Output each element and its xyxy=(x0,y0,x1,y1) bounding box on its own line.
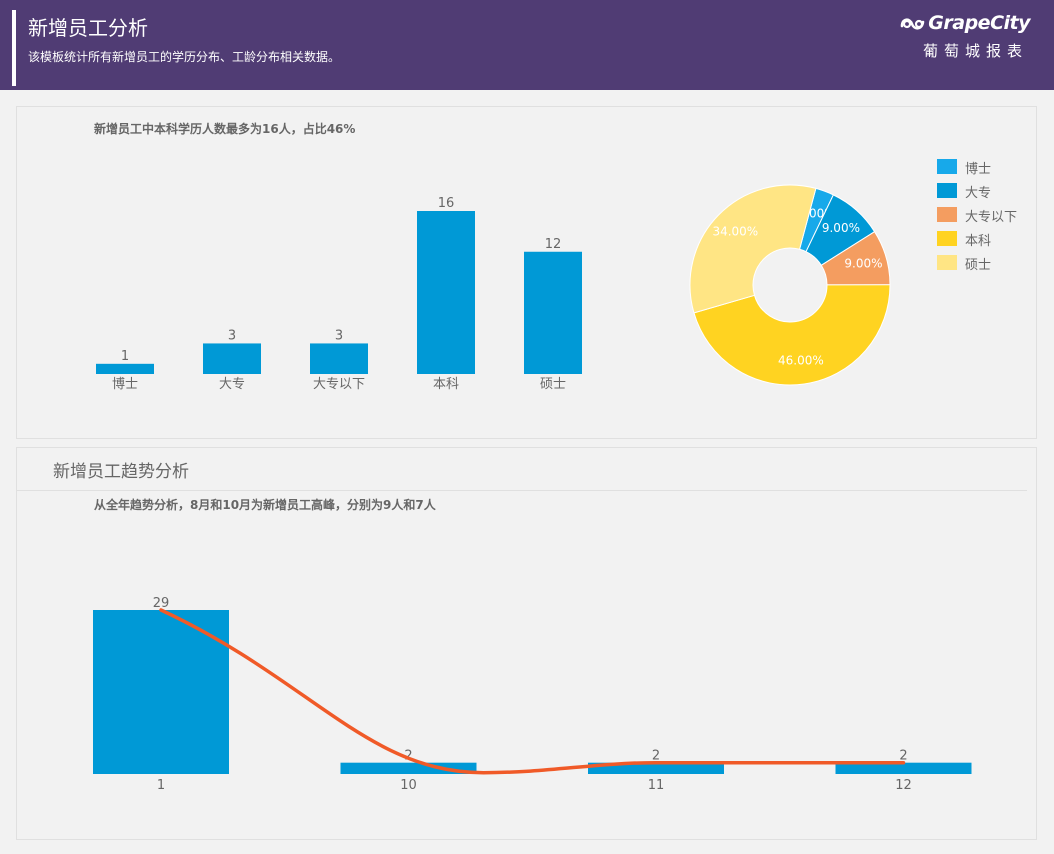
legend-item: 博士 xyxy=(937,157,1037,181)
education-note: 新增员工中本科学历人数最多为16人，占比46% xyxy=(94,122,356,136)
trend-section-title: 新增员工趋势分析 xyxy=(53,462,189,482)
section-divider xyxy=(17,490,1027,491)
legend-label: 博士 xyxy=(965,162,992,177)
education-bar xyxy=(524,251,582,374)
education-bar-value-label: 3 xyxy=(228,328,236,343)
trend-bar xyxy=(340,762,477,774)
brand-name: GrapeCity xyxy=(928,12,1030,34)
legend-swatch xyxy=(937,159,957,174)
education-bar xyxy=(310,343,368,374)
legend-label: 硕士 xyxy=(965,258,992,273)
trend-bar-value-label: 2 xyxy=(652,749,660,764)
education-category-label: 本科 xyxy=(433,377,459,392)
education-panel: 新增员工中本科学历人数最多为16人，占比46% 1 博士 3 大专 3 大专以下 16 本科 1… xyxy=(16,106,1037,439)
trend-category-label: 1 xyxy=(157,778,165,793)
education-pie-chart: 3.00%9.00%9.00%46.00%34.00% xyxy=(689,184,891,386)
legend-item: 硕士 xyxy=(937,253,1037,277)
education-pie-slice xyxy=(693,284,891,386)
education-bar-value-label: 3 xyxy=(335,328,343,343)
header-accent-bar xyxy=(12,10,16,86)
legend-swatch xyxy=(937,255,957,270)
logo: GrapeCity 葡萄城报表 xyxy=(890,12,1030,72)
legend-swatch xyxy=(937,231,957,246)
education-category-label: 博士 xyxy=(112,377,138,392)
grapecity-logo-icon xyxy=(900,18,925,30)
brand-name-cn: 葡萄城报表 xyxy=(922,42,1028,60)
education-legend: 博士大专大专以下本科硕士 xyxy=(937,157,1037,277)
legend-item: 大专以下 xyxy=(937,205,1037,229)
trend-category-label: 12 xyxy=(895,778,912,793)
education-bar xyxy=(417,211,475,374)
education-category-label: 大专 xyxy=(219,377,245,392)
legend-label: 本科 xyxy=(965,234,992,249)
trend-bar xyxy=(835,762,972,774)
legend-label: 大专 xyxy=(965,186,992,201)
education-bar-chart: 1 博士 3 大专 3 大专以下 16 本科 12 硕士 xyxy=(96,196,582,392)
header: 新增员工分析 该模板统计所有新增员工的学历分布、工龄分布相关数据。 GrapeC… xyxy=(0,0,1054,90)
trend-panel: 新增员工趋势分析 从全年趋势分析，8月和10月为新增员工高峰，分别为9人和7人 … xyxy=(16,447,1037,840)
education-category-label: 硕士 xyxy=(540,377,566,392)
legend-swatch xyxy=(937,183,957,198)
legend-swatch xyxy=(937,207,957,222)
trend-category-label: 11 xyxy=(648,778,665,793)
trend-bar-value-label: 2 xyxy=(404,749,412,764)
trend-line xyxy=(159,608,906,775)
education-bar-value-label: 16 xyxy=(438,196,455,211)
page-subtitle: 该模板统计所有新增员工的学历分布、工龄分布相关数据。 xyxy=(28,50,341,64)
education-pie-value-label: 34.00% xyxy=(712,224,758,238)
trend-bar-value-label: 2 xyxy=(899,749,907,764)
trend-bar-value-label: 29 xyxy=(153,596,170,611)
trend-note: 从全年趋势分析，8月和10月为新增员工高峰，分别为9人和7人 xyxy=(94,498,436,512)
education-bar xyxy=(96,363,154,374)
education-pie-value-label: 46.00% xyxy=(778,354,824,368)
education-bar-value-label: 12 xyxy=(545,237,562,252)
education-bar xyxy=(203,343,261,374)
page-title: 新增员工分析 xyxy=(28,16,148,40)
legend-item: 大专 xyxy=(937,181,1037,205)
legend-label: 大专以下 xyxy=(965,210,1018,225)
education-pie-slice xyxy=(689,184,817,314)
trend-bar xyxy=(588,762,724,774)
education-category-label: 大专以下 xyxy=(313,377,365,392)
education-bar-value-label: 1 xyxy=(121,349,129,364)
education-pie-value-label: 9.00% xyxy=(822,221,860,235)
education-pie-value-label: 9.00% xyxy=(844,257,882,271)
trend-bar xyxy=(93,610,229,774)
legend-item: 本科 xyxy=(937,229,1037,253)
trend-category-label: 10 xyxy=(400,778,417,793)
